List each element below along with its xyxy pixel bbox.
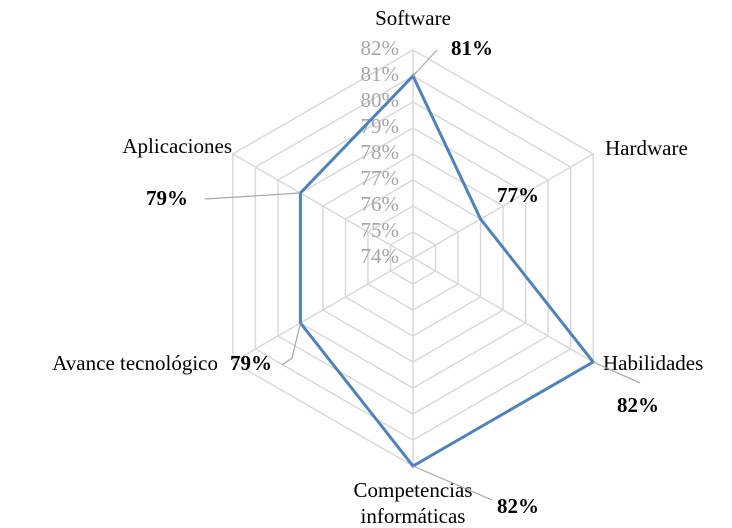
category-label: Software	[375, 6, 451, 30]
leader-line	[204, 192, 301, 200]
r-tick-label: 76%	[361, 192, 400, 216]
value-label: 82%	[617, 393, 659, 417]
spoke	[412, 153, 594, 259]
value-label: 77%	[497, 183, 539, 207]
leader-line	[281, 322, 302, 366]
spoke	[232, 257, 414, 363]
series-line	[298, 73, 596, 468]
leader-line	[412, 49, 438, 77]
category-label: Aplicaciones	[122, 134, 232, 158]
value-label: 82%	[497, 494, 539, 518]
leader-line	[412, 465, 493, 501]
category-label: Habilidades	[603, 351, 703, 375]
spoke	[232, 153, 414, 259]
category-label: Avance tecnológico	[52, 351, 218, 375]
r-tick-label: 81%	[361, 62, 400, 86]
leader-line	[592, 361, 641, 384]
r-tick-label: 77%	[361, 166, 400, 190]
category-label: Hardware	[605, 136, 688, 160]
value-label: 81%	[451, 36, 493, 60]
value-label: 79%	[230, 351, 272, 375]
r-tick-label: 78%	[361, 140, 400, 164]
spoke	[412, 257, 594, 363]
value-label: 79%	[146, 186, 188, 210]
r-tick-label: 80%	[361, 88, 400, 112]
category-label: Competencias informáticas	[354, 478, 473, 528]
r-tick-label: 82%	[361, 36, 400, 60]
r-tick-label: 74%	[361, 244, 400, 268]
r-tick-label: 75%	[361, 218, 400, 242]
